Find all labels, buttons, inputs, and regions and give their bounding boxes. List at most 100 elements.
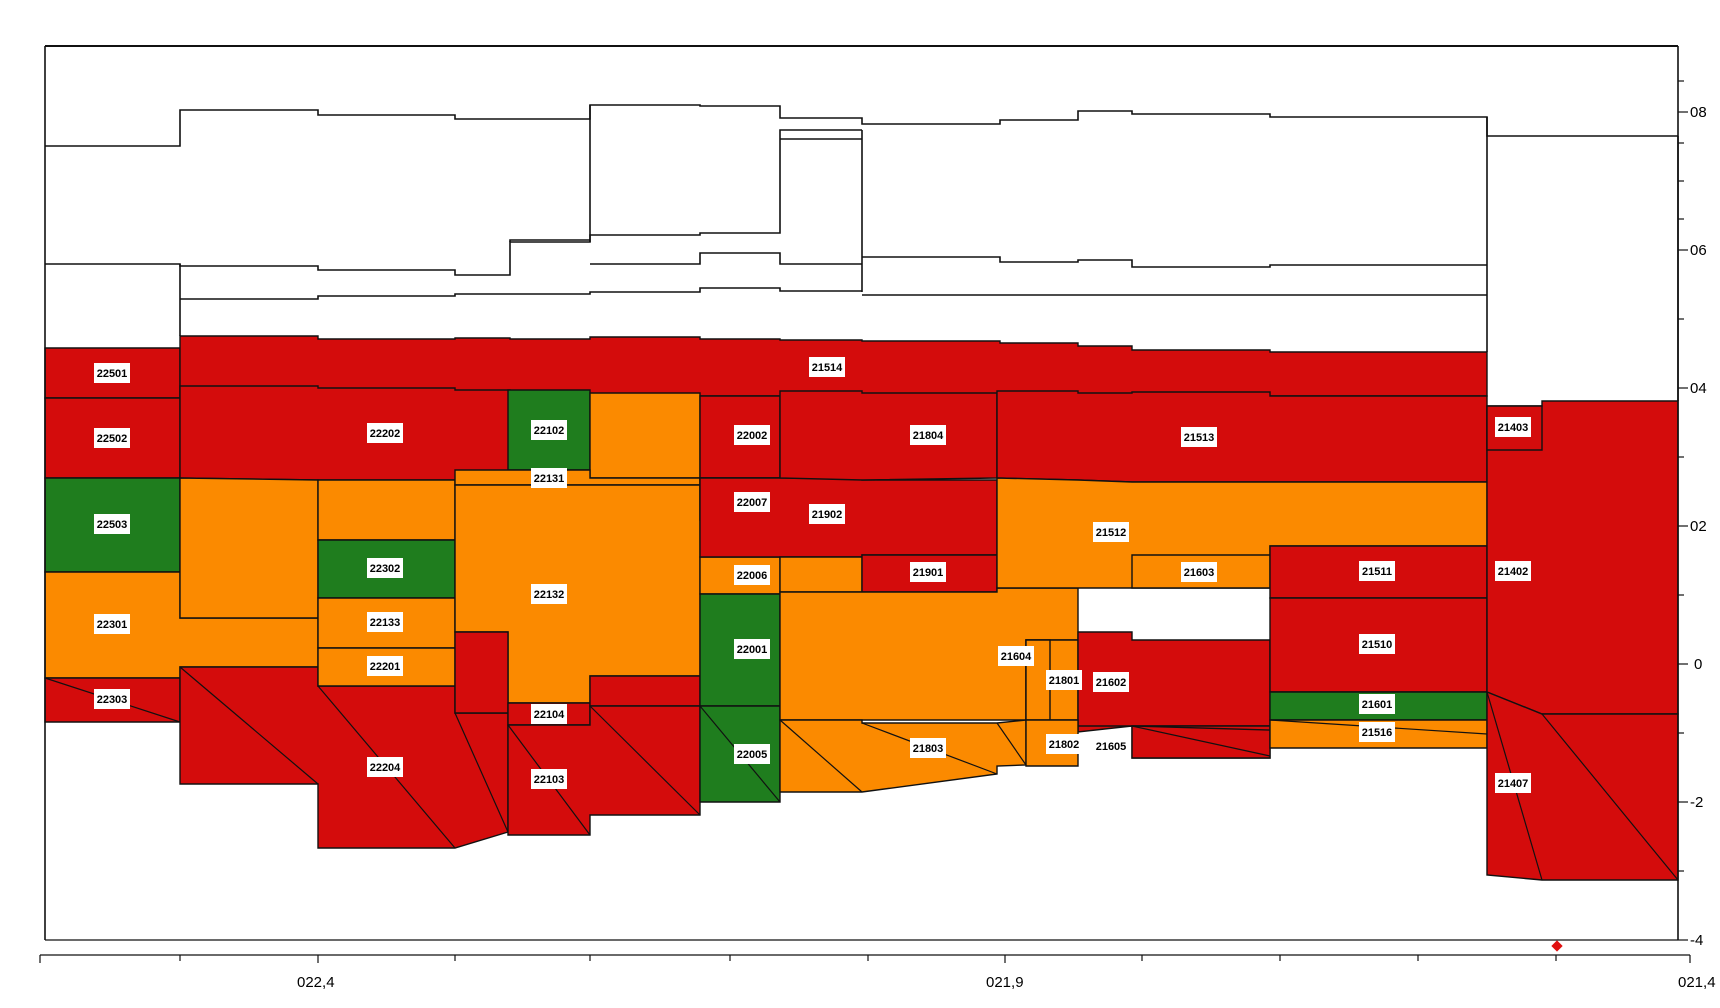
- block-21902: [699, 477, 998, 558]
- label-21513: 21513: [1181, 427, 1217, 447]
- label-box: [734, 639, 770, 659]
- label-22104: 22104: [531, 704, 567, 724]
- label-text: 21605: [1096, 741, 1127, 753]
- label-box: [94, 428, 130, 448]
- label-text: 21801: [1049, 675, 1080, 687]
- label-22204: 22204: [367, 757, 403, 777]
- label-box: [367, 612, 403, 632]
- label-21403: 21403: [1495, 417, 1531, 437]
- label-box: [1359, 722, 1395, 742]
- block-21804: [779, 390, 998, 481]
- label-text: 22104: [534, 709, 565, 721]
- label-text: 21902: [812, 509, 843, 521]
- block-21803: [779, 719, 1027, 793]
- label-text: 21511: [1362, 566, 1392, 578]
- label-box: [367, 558, 403, 578]
- label-text: 21513: [1184, 432, 1215, 444]
- label-box: [910, 738, 946, 758]
- label-box: [1046, 734, 1082, 754]
- label-text: 22503: [97, 519, 128, 531]
- label-box: [734, 492, 770, 512]
- label-22102: 22102: [531, 420, 567, 440]
- y-tick-04: 04: [1690, 380, 1707, 397]
- label-text: 21516: [1362, 727, 1393, 739]
- label-text: 22102: [534, 425, 565, 437]
- right-axis: [1678, 80, 1688, 941]
- label-box: [367, 757, 403, 777]
- label-text: 21512: [1096, 527, 1127, 539]
- label-box: [734, 425, 770, 445]
- label-box: [1495, 561, 1531, 581]
- label-text: 21601: [1362, 699, 1393, 711]
- label-text: 22501: [97, 368, 128, 380]
- label-21901: 21901: [910, 562, 946, 582]
- block-labels: 22501 22502 22503 22301 22303 22202 22302 22133…: [94, 357, 1531, 793]
- label-21510: 21510: [1359, 634, 1395, 654]
- label-box: [367, 423, 403, 443]
- label-box: [1046, 670, 1082, 690]
- label-box: [1181, 562, 1217, 582]
- label-box: [531, 584, 567, 604]
- label-box: [1359, 694, 1395, 714]
- layer-blocks: [44, 335, 1679, 881]
- label-22132: 22132: [531, 584, 567, 604]
- block-orange-c3: [317, 479, 456, 541]
- block-orange-c6: [779, 556, 863, 593]
- label-box: [910, 425, 946, 445]
- label-21402: 21402: [1495, 561, 1531, 581]
- block-22202b: [179, 477, 319, 619]
- label-box: [94, 514, 130, 534]
- label-22103: 22103: [531, 769, 567, 789]
- label-22503: 22503: [94, 514, 130, 534]
- plot-frame: [40, 45, 1690, 956]
- label-box: [1093, 736, 1129, 756]
- label-text: 21514: [812, 362, 843, 374]
- label-text: 22006: [737, 570, 768, 582]
- label-text: 22301: [97, 619, 128, 631]
- label-21512: 21512: [1093, 522, 1129, 542]
- label-text: 22204: [370, 762, 401, 774]
- label-text: 21407: [1498, 778, 1529, 790]
- label-text: 22131: [534, 473, 565, 485]
- label-22006: 22006: [734, 565, 770, 585]
- label-21603: 21603: [1181, 562, 1217, 582]
- label-22501: 22501: [94, 363, 130, 383]
- label-text: 21403: [1498, 422, 1529, 434]
- label-box: [809, 357, 845, 377]
- label-22302: 22302: [367, 558, 403, 578]
- label-box: [94, 614, 130, 634]
- label-text: 21802: [1049, 739, 1080, 751]
- label-box: [531, 468, 567, 488]
- label-text: 21510: [1362, 639, 1393, 651]
- label-21601: 21601: [1359, 694, 1395, 714]
- label-text: 22202: [370, 428, 401, 440]
- label-text: 22201: [370, 661, 401, 673]
- label-text: 21402: [1498, 566, 1529, 578]
- label-box: [1093, 672, 1129, 692]
- bottom-axis-labels: 022,4 021,9 021,4: [297, 974, 1716, 991]
- label-22002: 22002: [734, 425, 770, 445]
- label-21407: 21407: [1495, 773, 1531, 793]
- position-marker: [1551, 940, 1563, 952]
- label-text: 21804: [913, 430, 944, 442]
- bottom-axis: [39, 955, 1691, 963]
- label-box: [910, 562, 946, 582]
- label-21605: 21605: [1093, 736, 1129, 756]
- label-box: [1181, 427, 1217, 447]
- label-text: 22133: [370, 617, 401, 629]
- label-22001: 22001: [734, 639, 770, 659]
- y-tick-08: 08: [1690, 104, 1707, 121]
- y-tick-06: 06: [1690, 242, 1707, 259]
- label-text: 21603: [1184, 567, 1215, 579]
- block-22202: [179, 385, 511, 481]
- label-22131: 22131: [531, 468, 567, 488]
- label-text: 22132: [534, 589, 565, 601]
- label-text: 21901: [913, 567, 944, 579]
- label-21514: 21514: [809, 357, 845, 377]
- label-text: 22002: [737, 430, 768, 442]
- label-21801: 21801: [1046, 670, 1082, 690]
- label-box: [94, 363, 130, 383]
- label-box: [1093, 522, 1129, 542]
- block-red-stub: [454, 631, 509, 714]
